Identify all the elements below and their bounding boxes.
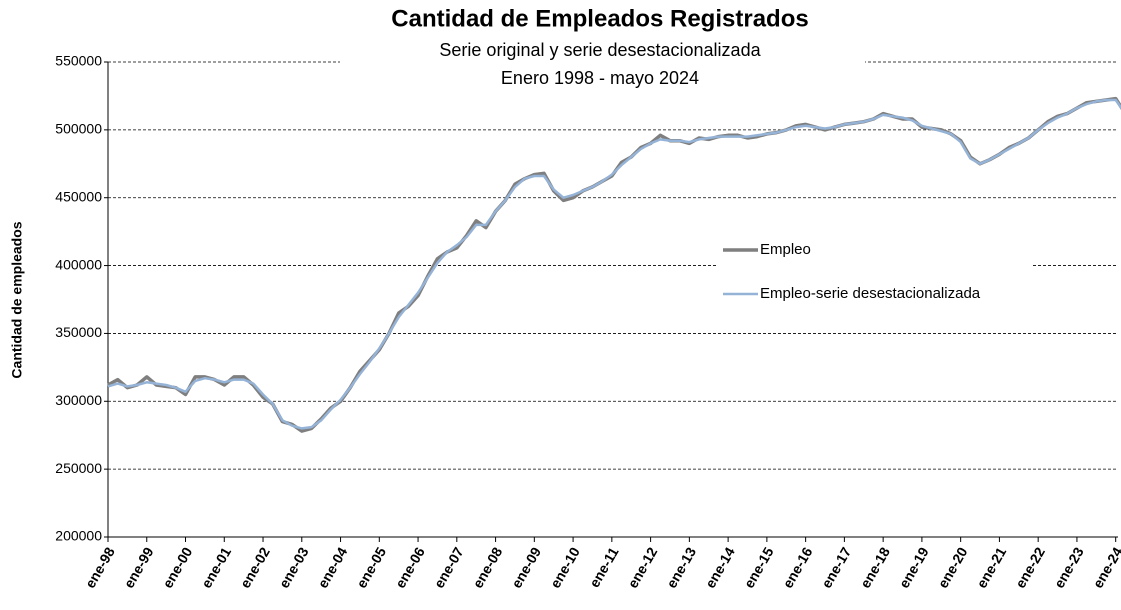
x-tick-label: ene-05 [353, 544, 389, 591]
y-tick-label: 550000 [55, 53, 102, 69]
x-tick-label: ene-99 [121, 544, 157, 591]
x-tick-label: ene-20 [934, 544, 970, 591]
x-tick-label: ene-02 [237, 544, 273, 591]
x-tick-label: ene-08 [469, 544, 505, 591]
x-tick-label: ene-04 [314, 544, 350, 591]
x-tick-label: ene-09 [508, 544, 544, 591]
x-tick-label: ene-17 [818, 544, 854, 591]
title-background [340, 40, 865, 92]
y-tick-label: 250000 [55, 460, 102, 476]
x-tick-label: ene-18 [857, 544, 893, 591]
x-tick-label: ene-22 [1012, 544, 1048, 591]
y-tick-label: 400000 [55, 256, 102, 272]
series-line [107, 98, 1121, 430]
x-tick-label: ene-06 [392, 544, 428, 591]
x-tick-label: ene-15 [741, 544, 777, 591]
x-tick-label: ene-23 [1051, 544, 1087, 591]
x-tick-label: ene-24 [1089, 544, 1121, 591]
y-axis-title: Cantidad de empleados [9, 221, 25, 378]
y-tick-label: 200000 [55, 528, 102, 544]
x-tick-label: ene-98 [82, 544, 118, 591]
chart-title: Cantidad de Empleados Registrados [391, 5, 808, 32]
x-tick-label: ene-10 [547, 544, 583, 591]
x-tick-label: ene-16 [779, 544, 815, 591]
x-tick-label: ene-00 [159, 544, 195, 591]
y-tick-label: 350000 [55, 324, 102, 340]
x-tick-label: ene-21 [973, 544, 1009, 591]
x-tick-label: ene-03 [276, 544, 312, 591]
x-tick-label: ene-01 [198, 544, 234, 591]
legend-label: Empleo-serie desestacionalizada [760, 285, 981, 302]
x-tick-label: ene-14 [702, 544, 738, 591]
y-tick-label: 450000 [55, 188, 102, 204]
legend-box [718, 228, 1033, 313]
chart-subtitle: Enero 1998 - mayo 2024 [501, 68, 699, 88]
chart-subtitle: Serie original y serie desestacionalizad… [439, 40, 761, 60]
x-tick-label: ene-11 [586, 544, 622, 590]
y-tick-label: 500000 [55, 121, 102, 137]
x-tick-label: ene-13 [663, 544, 699, 591]
x-tick-label: ene-12 [624, 544, 660, 591]
y-tick-label: 300000 [55, 392, 102, 408]
legend-label: Empleo [760, 241, 811, 258]
x-tick-label: ene-07 [431, 544, 467, 591]
x-tick-label: ene-19 [896, 544, 932, 591]
